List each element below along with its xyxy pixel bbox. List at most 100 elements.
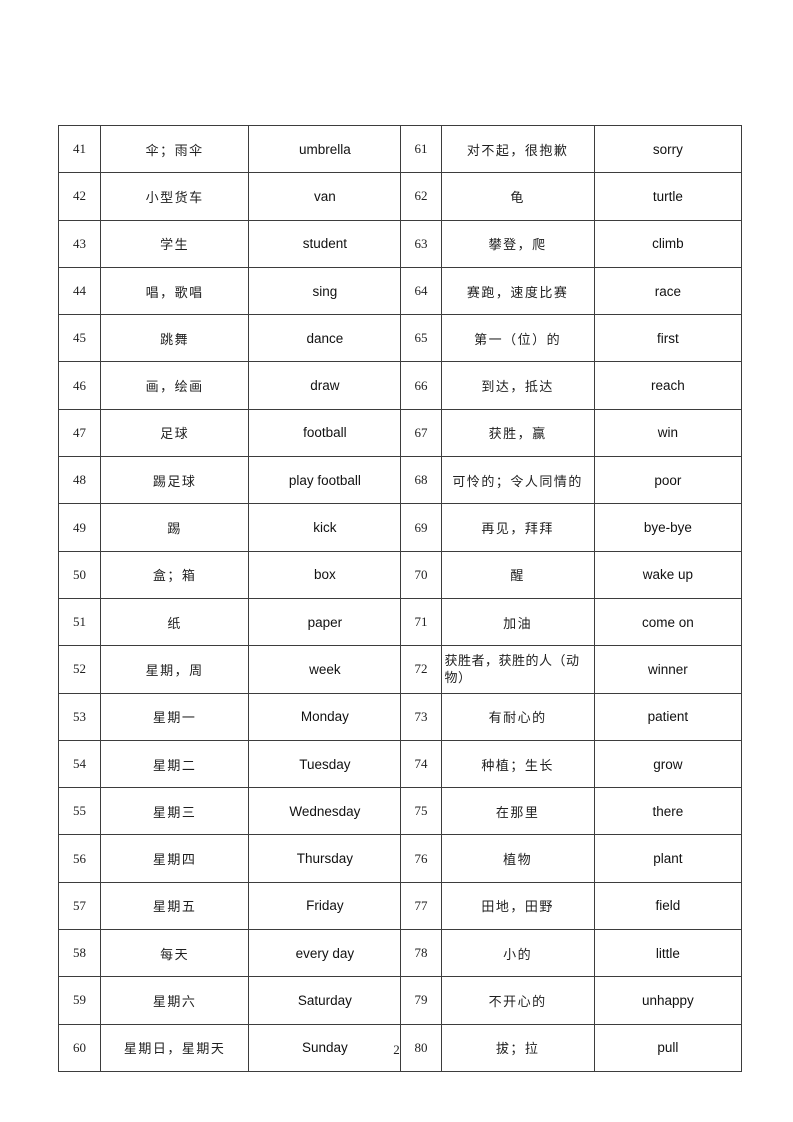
table-row: 59 星期六 Saturday 79 不开心的 unhappy <box>57 976 743 1025</box>
chinese-meaning-right: 第一（位）的 <box>440 314 595 363</box>
chinese-meaning-right: 获胜者，获胜的人（动物） <box>440 645 595 694</box>
index-number-left: 60 <box>57 1023 102 1072</box>
chinese-meaning-left: 星期三 <box>100 787 250 836</box>
index-number-right: 68 <box>400 456 442 505</box>
chinese-meaning-right: 醒 <box>440 550 595 599</box>
english-word-right: pull <box>593 1023 743 1072</box>
chinese-meaning-right: 到达，抵达 <box>440 361 595 410</box>
index-number-right: 77 <box>400 881 442 931</box>
index-number-left: 58 <box>57 929 102 978</box>
english-word-left: kick <box>248 503 402 552</box>
chinese-meaning-right: 小的 <box>440 929 595 978</box>
index-number-left: 47 <box>57 408 102 458</box>
english-word-left: student <box>248 219 402 268</box>
index-number-right: 61 <box>400 124 442 174</box>
index-number-right: 70 <box>400 550 442 599</box>
english-word-left: sing <box>248 266 402 316</box>
english-word-left: week <box>248 645 402 694</box>
table-row: 60 星期日，星期天 Sunday 80 拔；拉 pull <box>57 1023 743 1072</box>
english-word-left: paper <box>248 597 402 647</box>
index-number-left: 43 <box>57 219 102 268</box>
english-word-right: winner <box>593 645 743 694</box>
table-row: 56 星期四 Thursday 76 植物 plant <box>57 834 743 883</box>
chinese-meaning-left: 星期二 <box>100 739 250 789</box>
index-number-right: 64 <box>400 266 442 316</box>
index-number-right: 65 <box>400 314 442 363</box>
index-number-left: 41 <box>57 124 102 174</box>
chinese-meaning-left: 踢足球 <box>100 456 250 505</box>
chinese-meaning-right: 植物 <box>440 834 595 883</box>
chinese-meaning-right: 田地，田野 <box>440 881 595 931</box>
index-number-left: 57 <box>57 881 102 931</box>
english-word-right: there <box>593 787 743 836</box>
chinese-meaning-left: 足球 <box>100 408 250 458</box>
english-word-left: play football <box>248 456 402 505</box>
chinese-meaning-left: 纸 <box>100 597 250 647</box>
english-word-left: draw <box>248 361 402 410</box>
table-row: 41 伞；雨伞 umbrella 61 对不起，很抱歉 sorry <box>57 124 743 174</box>
chinese-meaning-right: 可怜的；令人同情的 <box>440 456 595 505</box>
chinese-meaning-left: 跳舞 <box>100 314 250 363</box>
page-number: 2 <box>393 1042 400 1057</box>
chinese-meaning-left: 星期五 <box>100 881 250 931</box>
chinese-meaning-right: 龟 <box>440 172 595 221</box>
chinese-meaning-right: 有耐心的 <box>440 692 595 741</box>
english-word-left: Wednesday <box>248 787 402 836</box>
index-number-left: 52 <box>57 645 102 694</box>
english-word-right: field <box>593 881 743 931</box>
english-word-right: win <box>593 408 743 458</box>
index-number-left: 46 <box>57 361 102 410</box>
index-number-left: 50 <box>57 550 102 599</box>
chinese-meaning-left: 星期一 <box>100 692 250 741</box>
table-row: 52 星期，周 week 72 获胜者，获胜的人（动物） winner <box>57 645 743 694</box>
index-number-right: 80 <box>400 1023 442 1072</box>
english-word-right: grow <box>593 739 743 789</box>
index-number-left: 42 <box>57 172 102 221</box>
chinese-meaning-right: 不开心的 <box>440 976 595 1025</box>
table-row: 53 星期一 Monday 73 有耐心的 patient <box>57 692 743 741</box>
chinese-meaning-right: 对不起，很抱歉 <box>440 124 595 174</box>
index-number-right: 72 <box>400 645 442 694</box>
table-row: 49 踢 kick 69 再见，拜拜 bye-bye <box>57 503 743 552</box>
english-word-right: little <box>593 929 743 978</box>
index-number-right: 69 <box>400 503 442 552</box>
table-row: 43 学生 student 63 攀登，爬 climb <box>57 219 743 268</box>
english-word-right: poor <box>593 456 743 505</box>
chinese-meaning-left: 画，绘画 <box>100 361 250 410</box>
table-row: 54 星期二 Tuesday 74 种植；生长 grow <box>57 739 743 789</box>
index-number-right: 76 <box>400 834 442 883</box>
index-number-right: 79 <box>400 976 442 1025</box>
index-number-left: 48 <box>57 456 102 505</box>
chinese-meaning-left: 星期六 <box>100 976 250 1025</box>
chinese-meaning-right: 再见，拜拜 <box>440 503 595 552</box>
english-word-left: Tuesday <box>248 739 402 789</box>
chinese-meaning-right: 在那里 <box>440 787 595 836</box>
index-number-left: 59 <box>57 976 102 1025</box>
table-row: 55 星期三 Wednesday 75 在那里 there <box>57 787 743 836</box>
english-word-right: plant <box>593 834 743 883</box>
chinese-meaning-right: 加油 <box>440 597 595 647</box>
index-number-right: 73 <box>400 692 442 741</box>
english-word-left: Thursday <box>248 834 402 883</box>
table-row: 44 唱，歌唱 sing 64 赛跑，速度比赛 race <box>57 266 743 316</box>
index-number-left: 45 <box>57 314 102 363</box>
english-word-left: football <box>248 408 402 458</box>
chinese-meaning-left: 学生 <box>100 219 250 268</box>
index-number-left: 49 <box>57 503 102 552</box>
english-word-left: van <box>248 172 402 221</box>
chinese-meaning-left: 星期，周 <box>100 645 250 694</box>
table-row: 57 星期五 Friday 77 田地，田野 field <box>57 881 743 931</box>
english-word-right: first <box>593 314 743 363</box>
index-number-left: 44 <box>57 266 102 316</box>
index-number-left: 51 <box>57 597 102 647</box>
index-number-right: 63 <box>400 219 442 268</box>
index-number-left: 53 <box>57 692 102 741</box>
english-word-right: reach <box>593 361 743 410</box>
chinese-meaning-right: 攀登，爬 <box>440 219 595 268</box>
chinese-meaning-left: 每天 <box>100 929 250 978</box>
english-word-right: race <box>593 266 743 316</box>
english-word-right: unhappy <box>593 976 743 1025</box>
english-word-right: patient <box>593 692 743 741</box>
english-word-left: Friday <box>248 881 402 931</box>
